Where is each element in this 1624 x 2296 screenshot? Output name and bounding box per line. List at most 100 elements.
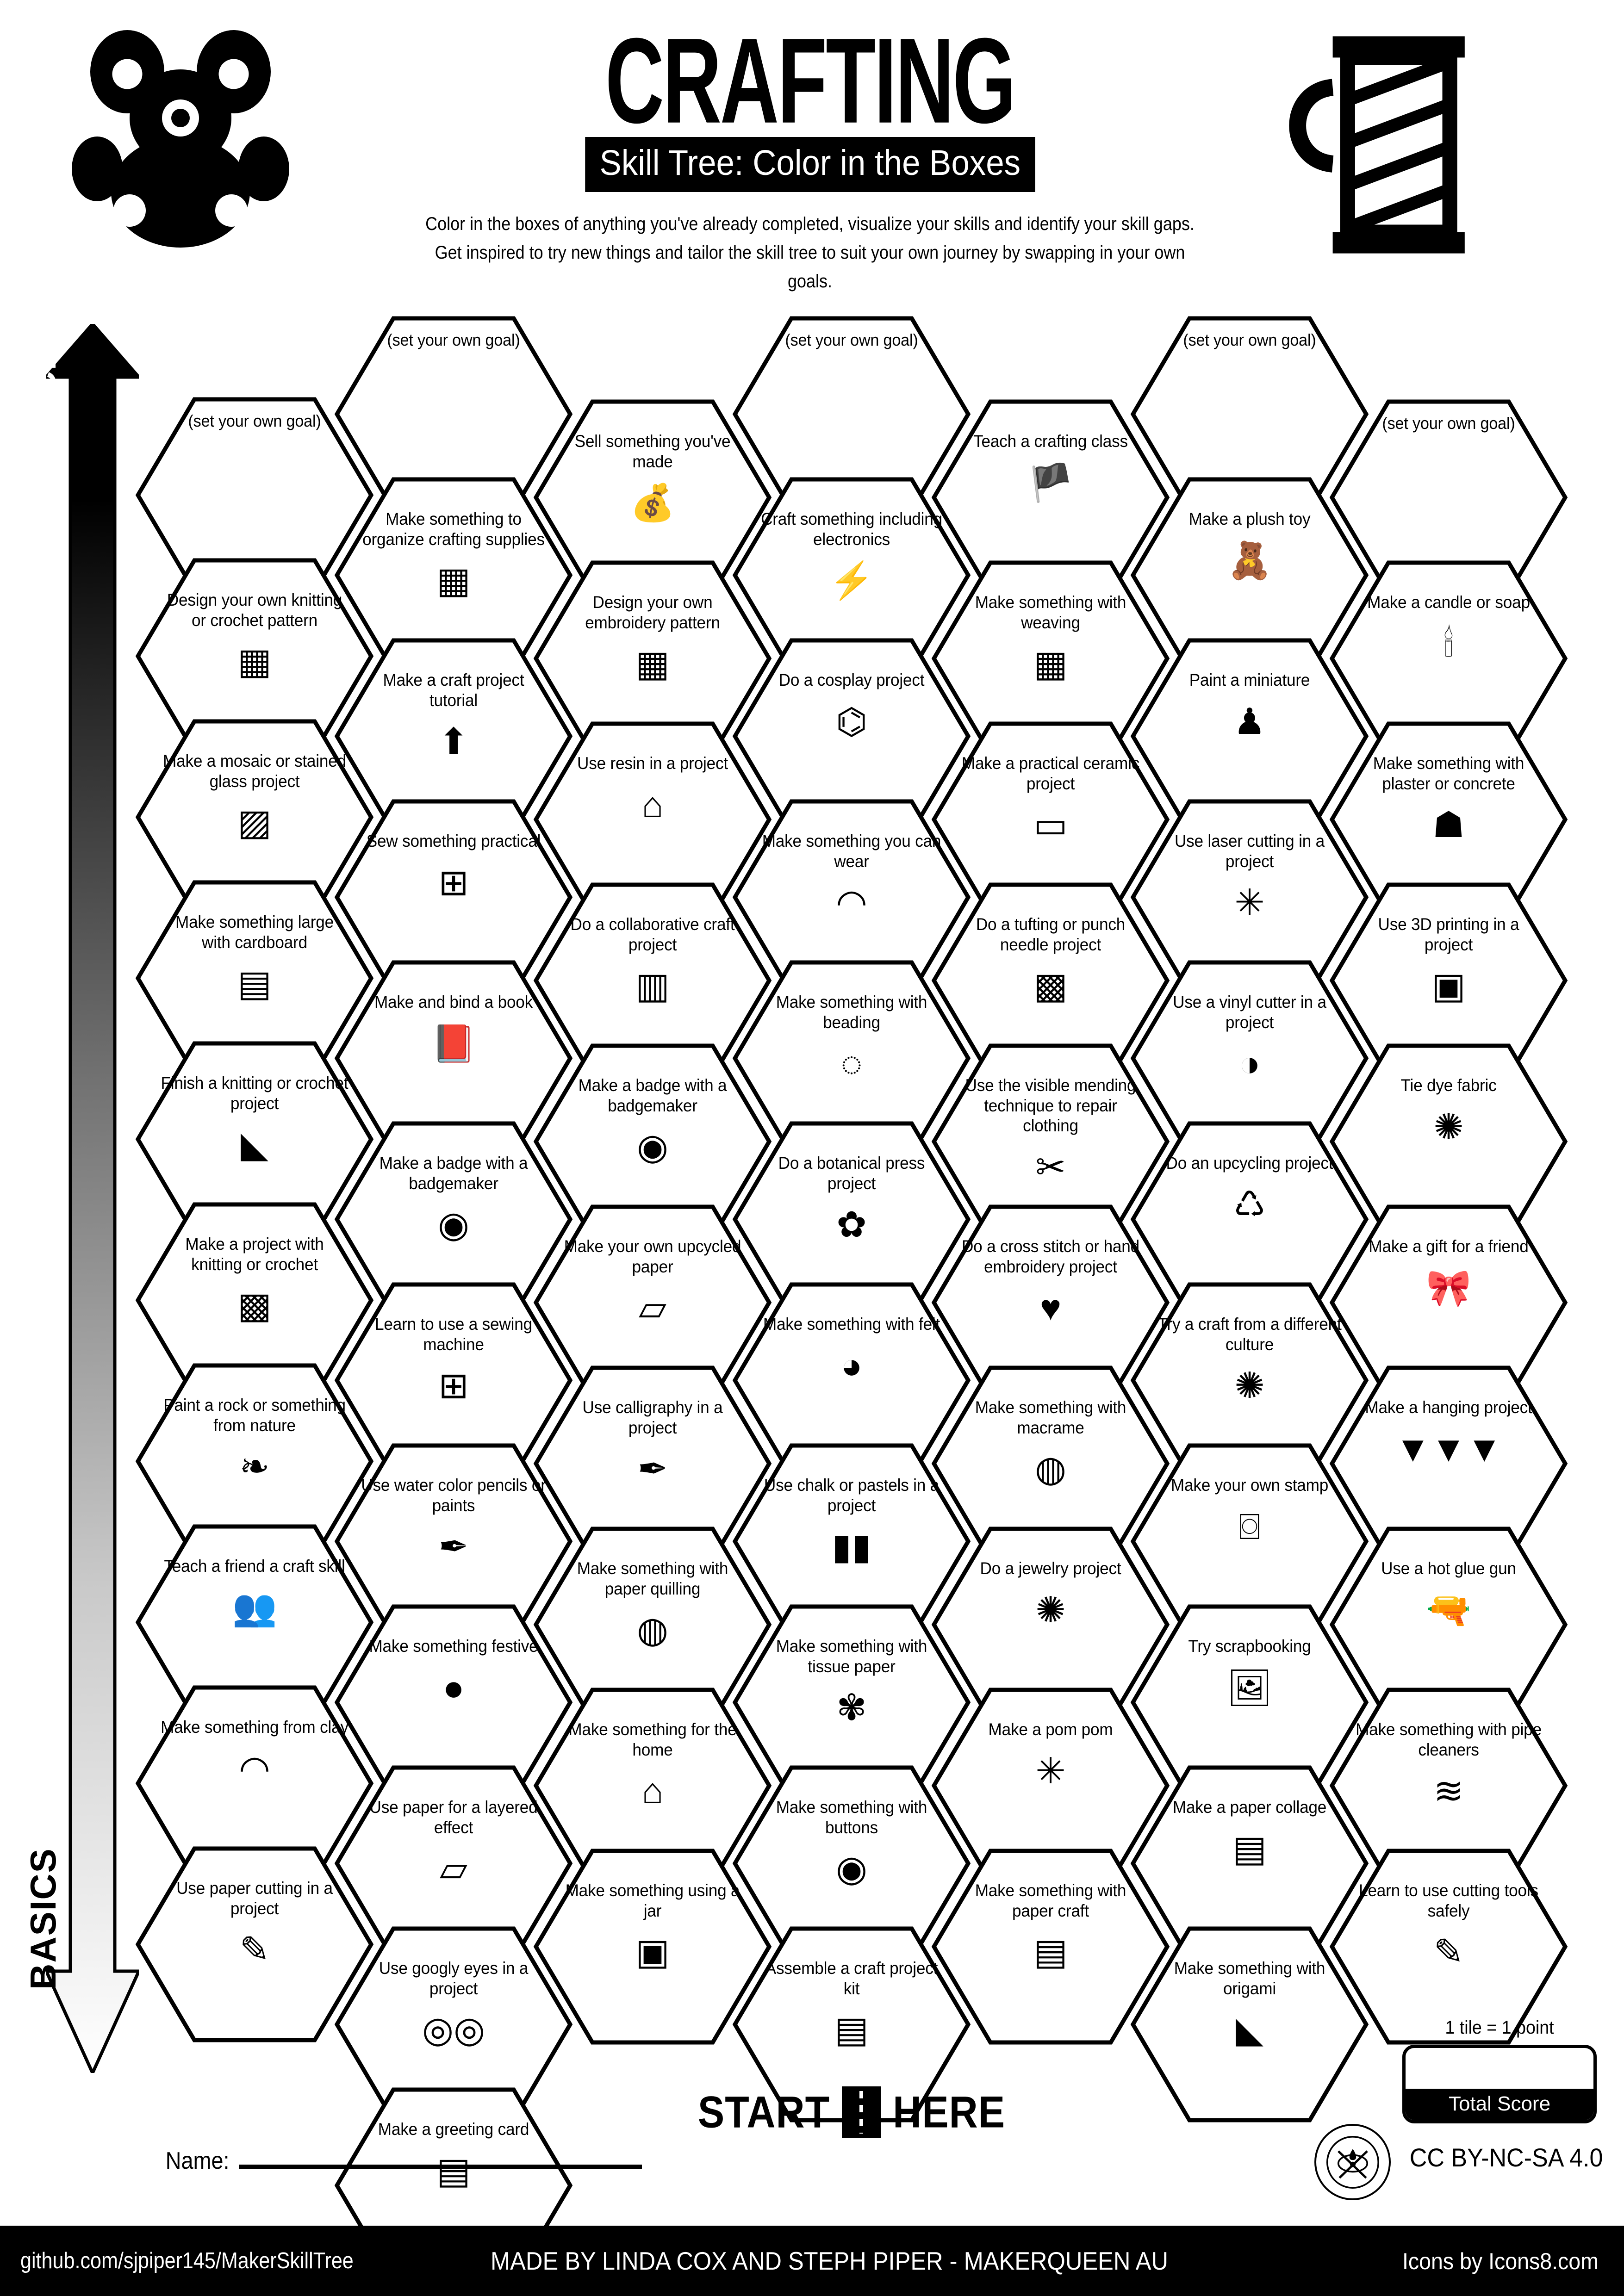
skill-tile[interactable]: Design your own knitting or crochet patt… [134, 557, 375, 756]
skill-tile[interactable]: Make something with paper quilling ◍ [532, 1525, 773, 1724]
origami-icon: ◣ [1236, 2009, 1263, 2050]
skill-tile[interactable]: Make a gift for a friend 🎀 [1328, 1203, 1569, 1402]
skill-tile-label: Make a craft project tutorial [383, 670, 524, 710]
candle-icon: 🕯 [1443, 623, 1454, 664]
skill-tile[interactable]: Make something you can wear ◠ [731, 798, 972, 997]
calligraphy-pen-icon: ✒ [637, 1448, 668, 1489]
skill-tile[interactable]: Use calligraphy in a project ✒ [532, 1364, 773, 1563]
skill-tile[interactable]: Try a craft from a different culture ✺ [1129, 1281, 1370, 1480]
mug-icon: ▭ [1033, 804, 1068, 845]
skill-tile[interactable]: Finish a knitting or crochet project ◣ [134, 1040, 375, 1239]
skill-tile[interactable]: Make something with origami ◣ [1129, 1925, 1370, 2124]
skill-tile-label: Paint a rock or something from nature [163, 1396, 346, 1435]
badge-icon: ◉ [437, 1204, 470, 1245]
total-score-box[interactable]: Total Score [1402, 2045, 1597, 2123]
score-input[interactable] [1406, 2048, 1593, 2089]
skill-tile-label: Make something with tissue paper [776, 1637, 927, 1676]
skill-tile[interactable]: Make something with tissue paper ✾ [731, 1603, 972, 1802]
name-field[interactable]: Name: [162, 2147, 642, 2175]
skill-tile[interactable]: Do a botanical press project ✿ [731, 1120, 972, 1319]
skill-tile[interactable]: Use the visible mending technique to rep… [930, 1042, 1171, 1241]
craft-knife-icon: ✎ [239, 1929, 270, 1970]
skill-tile[interactable]: Learn to use a sewing machine ⊞ [333, 1281, 574, 1480]
skill-tile[interactable]: Use 3D printing in a project ▣ [1328, 881, 1569, 1080]
skill-tile[interactable]: Use a vinyl cutter in a project ◑ [1129, 959, 1370, 1158]
skill-tile-label: (set your own goal) [387, 330, 520, 349]
name-input-line[interactable] [239, 2164, 642, 2169]
skill-tile[interactable]: Make a paper collage ▤ [1129, 1764, 1370, 1963]
skill-tile[interactable]: Use paper for a layered effect ▱ [333, 1764, 574, 1963]
skill-tile-label: (set your own goal) [1382, 414, 1515, 433]
pipe-cleaner-icon: ≋ [1433, 1770, 1464, 1812]
skill-tile-label: Make something with buttons [776, 1798, 927, 1837]
skill-tile[interactable]: (set your own goal) [1129, 315, 1370, 514]
skill-tile[interactable]: Do a cross stitch or hand embroidery pro… [930, 1203, 1171, 1402]
skill-tile[interactable]: Make a practical ceramic project ▭ [930, 720, 1171, 919]
pattern-chart-icon: ▦ [635, 643, 670, 684]
skill-tile-label: Make a practical ceramic project [961, 754, 1140, 793]
skill-tile-label: Use laser cutting in a project [1174, 832, 1325, 871]
road-icon [842, 2086, 881, 2138]
badge-icon: ◉ [636, 1126, 669, 1167]
skill-tile-label: Learn to use a sewing machine [375, 1315, 532, 1354]
skill-tile[interactable]: Do a jewelry project ✺ [930, 1525, 1171, 1724]
skill-tile-label: Make something with macrame [975, 1398, 1126, 1437]
sewing-machine-icon: ⊞ [438, 862, 469, 903]
teddy-bear-icon [65, 25, 296, 257]
skill-tile[interactable]: Paint a rock or something from nature ❧ [134, 1362, 375, 1561]
skill-tile[interactable]: Use paper cutting in a project ✎ [134, 1845, 375, 2044]
skill-tile[interactable]: Use laser cutting in a project ✳ [1129, 798, 1370, 997]
footer-bar: github.com/sjpiper145/MakerSkillTree MAD… [0, 2226, 1624, 2296]
skill-tile[interactable]: Learn to use cutting tools safely ✎ [1328, 1847, 1569, 2046]
hexagon-outline [931, 1849, 1170, 2045]
skill-tile-label: (set your own goal) [188, 411, 321, 430]
button-icon: ◉ [835, 1848, 868, 1889]
skill-tile[interactable]: Sell something you've made 💰 [532, 398, 773, 597]
skill-tile[interactable]: Make a plush toy 🧸 [1129, 476, 1370, 675]
skill-tile[interactable]: Craft something including electronics ⚡ [731, 476, 972, 675]
score-note: 1 tile = 1 point [1445, 2017, 1554, 2038]
github-link[interactable]: github.com/sjpiper145/MakerSkillTree [20, 2248, 354, 2273]
skill-tile[interactable]: Make a candle or soap 🕯 [1328, 559, 1569, 758]
skill-tile[interactable]: Make something with macrame ◍ [930, 1364, 1171, 1563]
skill-tile[interactable]: Make a hanging project ▼▼▼ [1328, 1364, 1569, 1563]
skill-tile[interactable]: Make something with plaster or concrete ☗ [1328, 720, 1569, 919]
score-panel: 1 tile = 1 point Total Score [1402, 2017, 1597, 2123]
resin-mold-icon: ⌂ [641, 784, 664, 825]
skill-tile[interactable]: Assemble a craft project kit ▤ [731, 1925, 972, 2124]
skill-tile[interactable]: Use water color pencils or paints ✒ [333, 1442, 574, 1641]
skill-tile[interactable]: Make something festive ● [333, 1603, 574, 1802]
skill-tile[interactable]: Make something with pipe cleaners ≋ [1328, 1686, 1569, 1885]
skill-tile[interactable]: Make something using a jar ▣ [532, 1847, 773, 2046]
skill-tile[interactable]: Sew something practical ⊞ [333, 798, 574, 997]
skill-tile[interactable]: Make a badge with a badgemaker ◉ [532, 1042, 773, 1241]
skill-tile[interactable]: Teach a crafting class 🏴 [930, 398, 1171, 597]
skill-tile-label: Sell something you've made [574, 432, 731, 471]
skill-tile[interactable]: Make something large with cardboard ▤ [134, 879, 375, 1078]
skill-tile-label: Make something large with cardboard [175, 912, 334, 952]
skill-tile-label: Make something festive [369, 1637, 538, 1656]
name-label: Name: [165, 2147, 230, 2174]
skill-tile[interactable]: Try scrapbooking 🖼 [1129, 1603, 1370, 1802]
skill-tile[interactable]: Make a project with knitting or crochet ▩ [134, 1201, 375, 1400]
title-block: CRAFTING Skill Tree: Color in the Boxes … [370, 20, 1250, 296]
skill-tile-label: Do a cross stitch or hand embroidery pro… [961, 1237, 1140, 1276]
skill-tile[interactable]: Make a mosaic or stained glass project ▨ [134, 718, 375, 917]
skill-tile[interactable]: Make something with paper craft ▤ [930, 1847, 1171, 2046]
skill-tile[interactable]: Make a pom pom ✳ [930, 1686, 1171, 1885]
skill-tile[interactable]: Use resin in a project ⌂ [532, 720, 773, 919]
skill-tile[interactable]: Make something to organize crafting supp… [333, 476, 574, 675]
made-by-text: MADE BY LINDA COX AND STEPH PIPER - MAKE… [491, 2246, 1169, 2275]
skill-tile-label: Make something to organize crafting supp… [362, 509, 545, 549]
skill-tile[interactable]: Design your own embroidery pattern ▦ [532, 559, 773, 758]
skill-tile[interactable]: Make your own stamp ⌼ [1129, 1442, 1370, 1641]
needle-thread-icon: ✂ [1035, 1146, 1066, 1187]
page-header: CRAFTING Skill Tree: Color in the Boxes … [0, 0, 1624, 296]
paper-sheet-icon: ▱ [639, 1287, 666, 1328]
skill-tile[interactable]: Make something for the home ⌂ [532, 1686, 773, 1885]
person-shelving-boxes-icon: ▦ [436, 560, 471, 601]
skill-tile[interactable]: Do a cosplay project ⌬ [731, 637, 972, 836]
hexagon-outline [1329, 1849, 1568, 2045]
skill-tile-label: Use a hot glue gun [1381, 1559, 1516, 1578]
skill-tile[interactable]: Do an upcycling project ♺ [1129, 1120, 1370, 1319]
